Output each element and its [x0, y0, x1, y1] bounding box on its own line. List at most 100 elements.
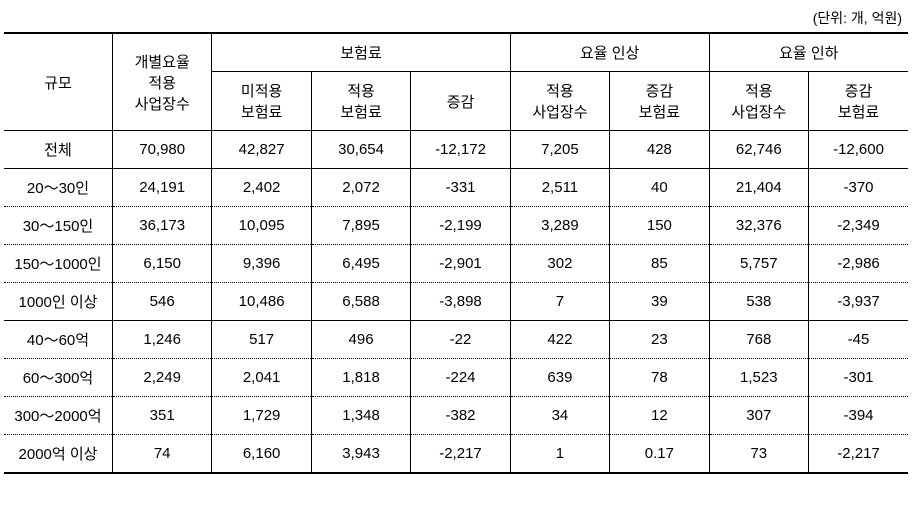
table-cell: 9,396: [212, 245, 311, 283]
table-cell: 20～30인: [4, 169, 112, 207]
table-cell: 150～1000인: [4, 245, 112, 283]
table-cell: 1,348: [311, 397, 410, 435]
table-cell: 422: [510, 321, 609, 359]
header-scale: 규모: [4, 33, 112, 131]
header-applied-premium: 적용 보험료: [311, 72, 410, 131]
header-rate-increase-group: 요율 인상: [510, 33, 709, 72]
header-unapplied-premium: 미적용 보험료: [212, 72, 311, 131]
table-cell: -331: [411, 169, 510, 207]
table-cell: 428: [610, 131, 709, 169]
table-cell: 2,041: [212, 359, 311, 397]
table-cell: 300～2000억: [4, 397, 112, 435]
table-row: 2000억 이상746,1603,943-2,21710.1773-2,217: [4, 435, 908, 474]
table-cell: 6,150: [112, 245, 211, 283]
table-row: 1000인 이상54610,4866,588-3,898739538-3,937: [4, 283, 908, 321]
table-cell: 10,486: [212, 283, 311, 321]
table-cell: -370: [809, 169, 908, 207]
table-cell: -45: [809, 321, 908, 359]
table-cell: -2,217: [411, 435, 510, 474]
table-cell: 1000인 이상: [4, 283, 112, 321]
table-cell: 2,249: [112, 359, 211, 397]
table-cell: 23: [610, 321, 709, 359]
table-cell: 6,160: [212, 435, 311, 474]
table-cell: 0.17: [610, 435, 709, 474]
header-inc-premium: 증감 보험료: [610, 72, 709, 131]
table-cell: 7,205: [510, 131, 609, 169]
table-cell: 6,588: [311, 283, 410, 321]
table-cell: 40: [610, 169, 709, 207]
table-cell: 24,191: [112, 169, 211, 207]
table-cell: 30～150인: [4, 207, 112, 245]
table-cell: 21,404: [709, 169, 808, 207]
header-premium-group: 보험료: [212, 33, 510, 72]
table-body: 전체70,98042,82730,654-12,1727,20542862,74…: [4, 131, 908, 474]
table-cell: 2,511: [510, 169, 609, 207]
table-cell: -22: [411, 321, 510, 359]
table-row: 60～300억2,2492,0411,818-224639781,523-301: [4, 359, 908, 397]
header-rate-decrease-group: 요율 인하: [709, 33, 908, 72]
table-cell: 2000억 이상: [4, 435, 112, 474]
table-cell: 40～60억: [4, 321, 112, 359]
table-cell: 3,943: [311, 435, 410, 474]
table-cell: 5,757: [709, 245, 808, 283]
table-row: 30～150인36,17310,0957,895-2,1993,28915032…: [4, 207, 908, 245]
table-cell: 39: [610, 283, 709, 321]
table-cell: 1,523: [709, 359, 808, 397]
table-cell: 36,173: [112, 207, 211, 245]
table-cell: -2,199: [411, 207, 510, 245]
table-cell: -2,349: [809, 207, 908, 245]
table-cell: 307: [709, 397, 808, 435]
table-cell: -224: [411, 359, 510, 397]
table-cell: 496: [311, 321, 410, 359]
unit-label: (단위: 개, 억원): [4, 8, 908, 28]
table-cell: 2,402: [212, 169, 311, 207]
table-cell: -12,600: [809, 131, 908, 169]
table-cell: 6,495: [311, 245, 410, 283]
table-cell: 12: [610, 397, 709, 435]
table-row: 300～2000억3511,7291,348-3823412307-394: [4, 397, 908, 435]
table-cell: 30,654: [311, 131, 410, 169]
header-dec-count: 적용 사업장수: [709, 72, 808, 131]
table-cell: -3,937: [809, 283, 908, 321]
table-cell: -2,901: [411, 245, 510, 283]
table-row: 20～30인24,1912,4022,072-3312,5114021,404-…: [4, 169, 908, 207]
table-header: 규모 개별요율 적용 사업장수 보험료 요율 인상 요율 인하 미적용 보험료 …: [4, 33, 908, 131]
table-cell: 768: [709, 321, 808, 359]
header-change: 증감: [411, 72, 510, 131]
table-cell: 1,246: [112, 321, 211, 359]
table-cell: 42,827: [212, 131, 311, 169]
table-cell: -2,217: [809, 435, 908, 474]
table-cell: -12,172: [411, 131, 510, 169]
table-cell: 73: [709, 435, 808, 474]
table-cell: -382: [411, 397, 510, 435]
table-cell: 150: [610, 207, 709, 245]
table-cell: 전체: [4, 131, 112, 169]
table-cell: 10,095: [212, 207, 311, 245]
table-cell: 538: [709, 283, 808, 321]
header-dec-premium: 증감 보험료: [809, 72, 908, 131]
table-row: 전체70,98042,82730,654-12,1727,20542862,74…: [4, 131, 908, 169]
table-cell: 85: [610, 245, 709, 283]
data-table: 규모 개별요율 적용 사업장수 보험료 요율 인상 요율 인하 미적용 보험료 …: [4, 32, 908, 474]
table-cell: 70,980: [112, 131, 211, 169]
table-cell: 7,895: [311, 207, 410, 245]
table-cell: 32,376: [709, 207, 808, 245]
table-row: 40～60억1,246517496-2242223768-45: [4, 321, 908, 359]
table-cell: 517: [212, 321, 311, 359]
table-cell: 62,746: [709, 131, 808, 169]
table-cell: -3,898: [411, 283, 510, 321]
table-cell: 1,729: [212, 397, 311, 435]
table-cell: 2,072: [311, 169, 410, 207]
table-cell: 74: [112, 435, 211, 474]
table-cell: -2,986: [809, 245, 908, 283]
table-cell: 639: [510, 359, 609, 397]
table-cell: -394: [809, 397, 908, 435]
table-cell: -301: [809, 359, 908, 397]
table-cell: 1: [510, 435, 609, 474]
header-individual-rate: 개별요율 적용 사업장수: [112, 33, 211, 131]
table-cell: 1,818: [311, 359, 410, 397]
table-cell: 302: [510, 245, 609, 283]
table-cell: 546: [112, 283, 211, 321]
table-cell: 351: [112, 397, 211, 435]
table-cell: 34: [510, 397, 609, 435]
